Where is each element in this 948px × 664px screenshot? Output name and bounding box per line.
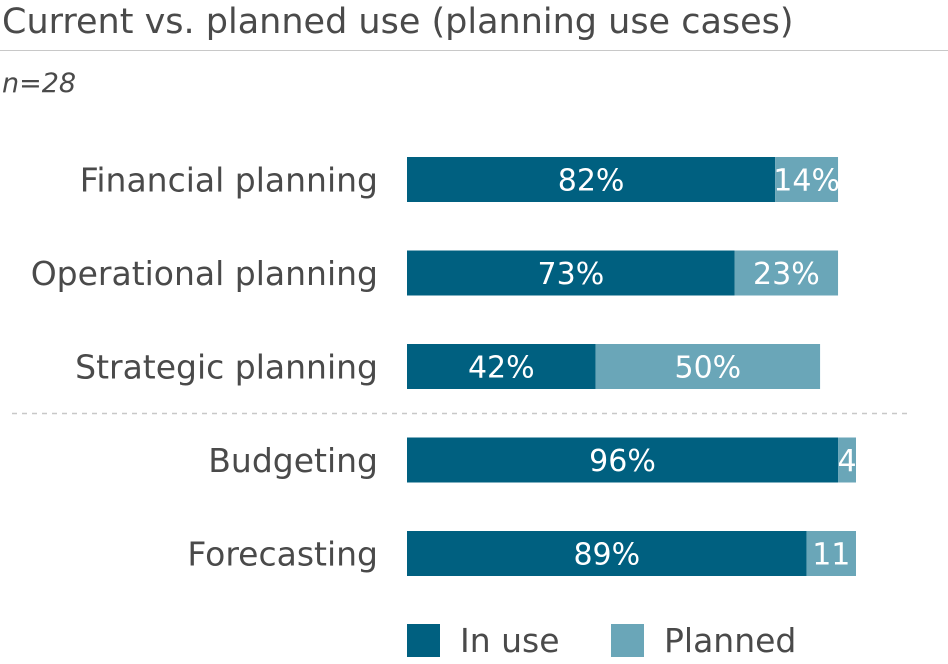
bar-segment-in-use bbox=[407, 531, 807, 576]
bar-segment-planned bbox=[595, 344, 821, 389]
data-label: 11 bbox=[812, 538, 850, 573]
category-label: Strategic planning bbox=[75, 348, 378, 387]
data-label: 82% bbox=[558, 164, 625, 199]
category-label: Operational planning bbox=[31, 254, 378, 293]
bar-segment-planned bbox=[734, 250, 839, 296]
category-label: Budgeting bbox=[208, 441, 378, 480]
legend-item: Planned bbox=[611, 621, 796, 660]
data-label: 96% bbox=[589, 444, 656, 479]
sample-size: n=28 bbox=[2, 68, 77, 99]
bar-row: Financial planning 82% 14% bbox=[80, 157, 840, 202]
category-label: Forecasting bbox=[187, 535, 378, 574]
bar-row: Forecasting 89% 11 bbox=[187, 531, 856, 576]
data-label: 89% bbox=[573, 538, 640, 573]
legend-swatch bbox=[611, 624, 644, 657]
data-label: 42% bbox=[468, 351, 535, 386]
bar-segment-planned bbox=[838, 437, 856, 483]
legend-swatch bbox=[407, 624, 440, 657]
legend-label: Planned bbox=[664, 621, 796, 660]
bar-segment-in-use bbox=[407, 157, 776, 202]
chart-title: Current vs. planned use (planning use ca… bbox=[2, 2, 794, 42]
data-label: 73% bbox=[538, 257, 605, 292]
bars-group: Financial planning 82% 14% Operational plan… bbox=[12, 157, 908, 576]
bar-segment-planned bbox=[775, 157, 839, 202]
data-label: 4 bbox=[837, 444, 856, 479]
title-rule bbox=[0, 50, 948, 51]
data-label: 23% bbox=[753, 257, 820, 292]
bar-segment-in-use bbox=[407, 250, 735, 296]
legend: In use Planned bbox=[407, 621, 796, 660]
bar-segment-in-use bbox=[407, 344, 596, 389]
bar-row: Operational planning 73% 23% bbox=[31, 250, 839, 296]
legend-label: In use bbox=[460, 621, 560, 660]
bar-row: Budgeting 96% 4 bbox=[208, 437, 857, 483]
legend-item: In use bbox=[407, 621, 560, 660]
bar-row: Strategic planning 42% 50% bbox=[75, 344, 821, 389]
bar-segment-in-use bbox=[407, 437, 839, 483]
category-label: Financial planning bbox=[80, 161, 378, 200]
bar-segment-planned bbox=[806, 531, 856, 576]
data-label: 50% bbox=[674, 351, 741, 386]
data-label: 14% bbox=[773, 164, 840, 199]
